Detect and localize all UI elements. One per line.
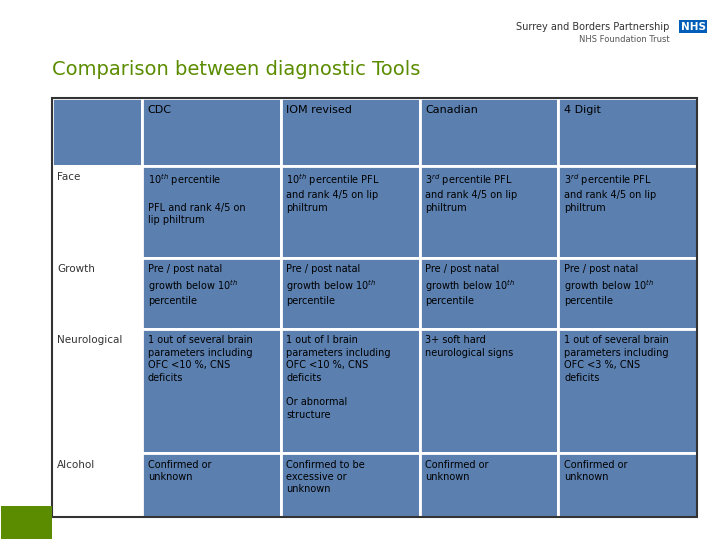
FancyBboxPatch shape <box>281 258 420 329</box>
FancyBboxPatch shape <box>558 329 697 453</box>
FancyBboxPatch shape <box>420 98 558 166</box>
FancyBboxPatch shape <box>52 258 142 329</box>
Text: 10$^{th}$ percentile PFL
and rank 4/5 on lip
philtrum: 10$^{th}$ percentile PFL and rank 4/5 on… <box>287 172 380 213</box>
Text: 3+ soft hard
neurological signs: 3+ soft hard neurological signs <box>426 335 513 358</box>
FancyBboxPatch shape <box>142 453 281 517</box>
Text: Confirmed or
unknown: Confirmed or unknown <box>426 460 489 482</box>
FancyBboxPatch shape <box>420 258 558 329</box>
Text: Surrey and Borders Partnership: Surrey and Borders Partnership <box>516 22 670 32</box>
FancyBboxPatch shape <box>558 453 697 517</box>
FancyBboxPatch shape <box>281 453 420 517</box>
Text: 3$^{rd}$ percentile PFL
and rank 4/5 on lip
philtrum: 3$^{rd}$ percentile PFL and rank 4/5 on … <box>426 172 518 213</box>
FancyBboxPatch shape <box>281 98 420 166</box>
FancyBboxPatch shape <box>281 166 420 258</box>
Text: 3$^{rd}$ percentile PFL
and rank 4/5 on lip
philtrum: 3$^{rd}$ percentile PFL and rank 4/5 on … <box>564 172 657 213</box>
Text: IOM revised: IOM revised <box>287 105 352 114</box>
Text: 1 out of l brain
parameters including
OFC <10 %, CNS
deficits

Or abnormal
struc: 1 out of l brain parameters including OF… <box>287 335 391 420</box>
FancyBboxPatch shape <box>1 507 52 538</box>
Text: Confirmed to be
excessive or
unknown: Confirmed to be excessive or unknown <box>287 460 365 495</box>
FancyBboxPatch shape <box>52 166 142 258</box>
Text: Pre / post natal
growth below 10$^{th}$
percentile: Pre / post natal growth below 10$^{th}$ … <box>564 265 654 306</box>
Text: 1 out of several brain
parameters including
OFC <3 %, CNS
deficits: 1 out of several brain parameters includ… <box>564 335 669 382</box>
FancyBboxPatch shape <box>558 258 697 329</box>
Text: CDC: CDC <box>148 105 171 114</box>
Text: NHS Foundation Trust: NHS Foundation Trust <box>579 35 670 44</box>
Text: NHS: NHS <box>680 22 706 32</box>
Text: Canadian: Canadian <box>426 105 478 114</box>
Text: Confirmed or
unknown: Confirmed or unknown <box>564 460 628 482</box>
FancyBboxPatch shape <box>558 166 697 258</box>
Text: Pre / post natal
growth below 10$^{th}$
percentile: Pre / post natal growth below 10$^{th}$ … <box>148 265 238 306</box>
FancyBboxPatch shape <box>420 329 558 453</box>
Text: Neurological: Neurological <box>58 335 122 346</box>
FancyBboxPatch shape <box>142 98 281 166</box>
FancyBboxPatch shape <box>52 453 142 517</box>
FancyBboxPatch shape <box>52 98 142 166</box>
FancyBboxPatch shape <box>142 166 281 258</box>
FancyBboxPatch shape <box>52 329 142 453</box>
FancyBboxPatch shape <box>558 98 697 166</box>
Text: Alcohol: Alcohol <box>58 460 96 470</box>
Text: Pre / post natal
growth below 10$^{th}$
percentile: Pre / post natal growth below 10$^{th}$ … <box>426 265 516 306</box>
Text: 1 out of several brain
parameters including
OFC <10 %, CNS
deficits: 1 out of several brain parameters includ… <box>148 335 253 382</box>
Text: 10$^{th}$ percentile

PFL and rank 4/5 on
lip philtrum: 10$^{th}$ percentile PFL and rank 4/5 on… <box>148 172 246 225</box>
FancyBboxPatch shape <box>142 258 281 329</box>
FancyBboxPatch shape <box>142 329 281 453</box>
Text: Comparison between diagnostic Tools: Comparison between diagnostic Tools <box>52 60 420 79</box>
FancyBboxPatch shape <box>420 166 558 258</box>
Text: Pre / post natal
growth below 10$^{th}$
percentile: Pre / post natal growth below 10$^{th}$ … <box>287 265 377 306</box>
FancyBboxPatch shape <box>420 453 558 517</box>
Text: 4 Digit: 4 Digit <box>564 105 601 114</box>
Text: Face: Face <box>58 172 81 182</box>
Text: Confirmed or
unknown: Confirmed or unknown <box>148 460 211 482</box>
Text: Growth: Growth <box>58 265 95 274</box>
FancyBboxPatch shape <box>281 329 420 453</box>
